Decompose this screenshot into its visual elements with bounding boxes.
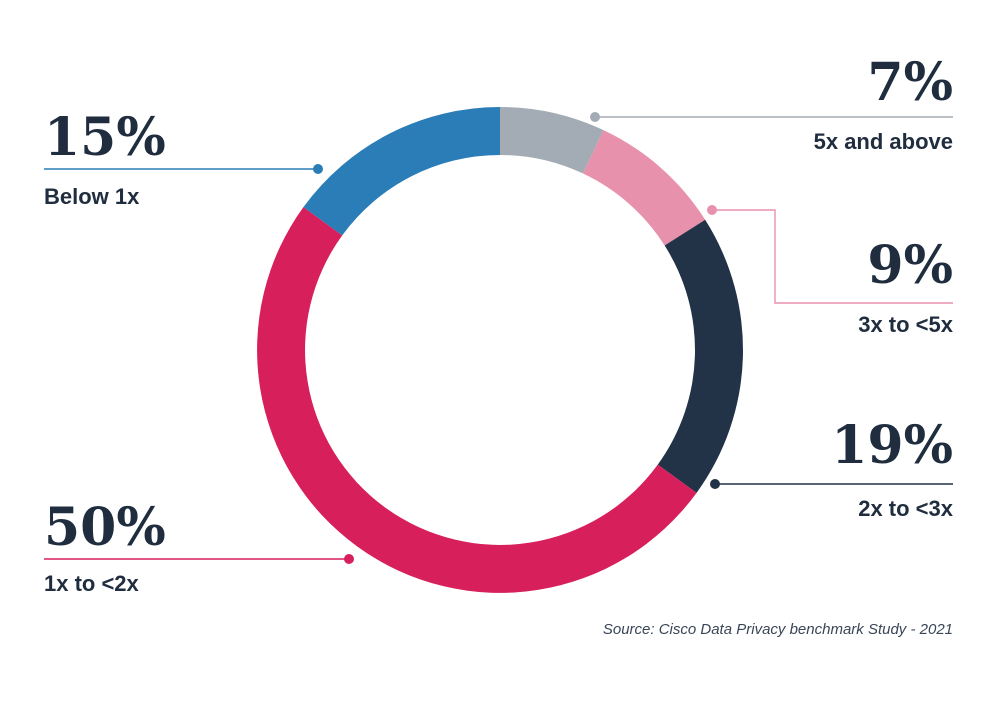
category-label-2x-to-lt-3x: 2x to <3x <box>858 496 954 521</box>
value-label-2x-to-lt-3x: 19% <box>831 415 953 476</box>
source-note: Source: Cisco Data Privacy benchmark Stu… <box>603 621 953 638</box>
slice-2x-to-lt-3x <box>657 219 743 493</box>
leader-line-3x-to-lt-5x <box>712 209 953 304</box>
slice-1x-to-lt-2x <box>257 207 697 593</box>
slice-below-1x <box>303 107 500 236</box>
slice-3x-to-lt-5x <box>583 130 706 246</box>
value-label-below-1x: 15% <box>44 107 166 168</box>
leader-dot-below-1x <box>313 164 323 174</box>
leader-dot-5x-and-above <box>590 112 600 122</box>
leader-dot-2x-to-lt-3x <box>710 479 720 489</box>
category-label-5x-and-above: 5x and above <box>814 129 953 154</box>
category-label-3x-to-lt-5x: 3x to <5x <box>858 312 954 337</box>
leader-dot-1x-to-lt-2x <box>344 554 354 564</box>
slice-labels: 7% 5x and above 9% 3x to <5x 19% 2x to <3x 50%… <box>44 52 954 596</box>
value-label-3x-to-lt-5x: 9% <box>867 235 953 296</box>
category-label-1x-to-lt-2x: 1x to <2x <box>44 571 140 596</box>
leader-lines <box>44 112 953 564</box>
category-label-below-1x: Below 1x <box>44 184 140 209</box>
leader-dot-3x-to-lt-5x <box>707 205 717 215</box>
donut-slices <box>257 107 743 593</box>
value-label-5x-and-above: 7% <box>867 52 953 113</box>
value-label-1x-to-lt-2x: 50% <box>44 497 166 558</box>
slice-5x-and-above <box>500 107 604 174</box>
